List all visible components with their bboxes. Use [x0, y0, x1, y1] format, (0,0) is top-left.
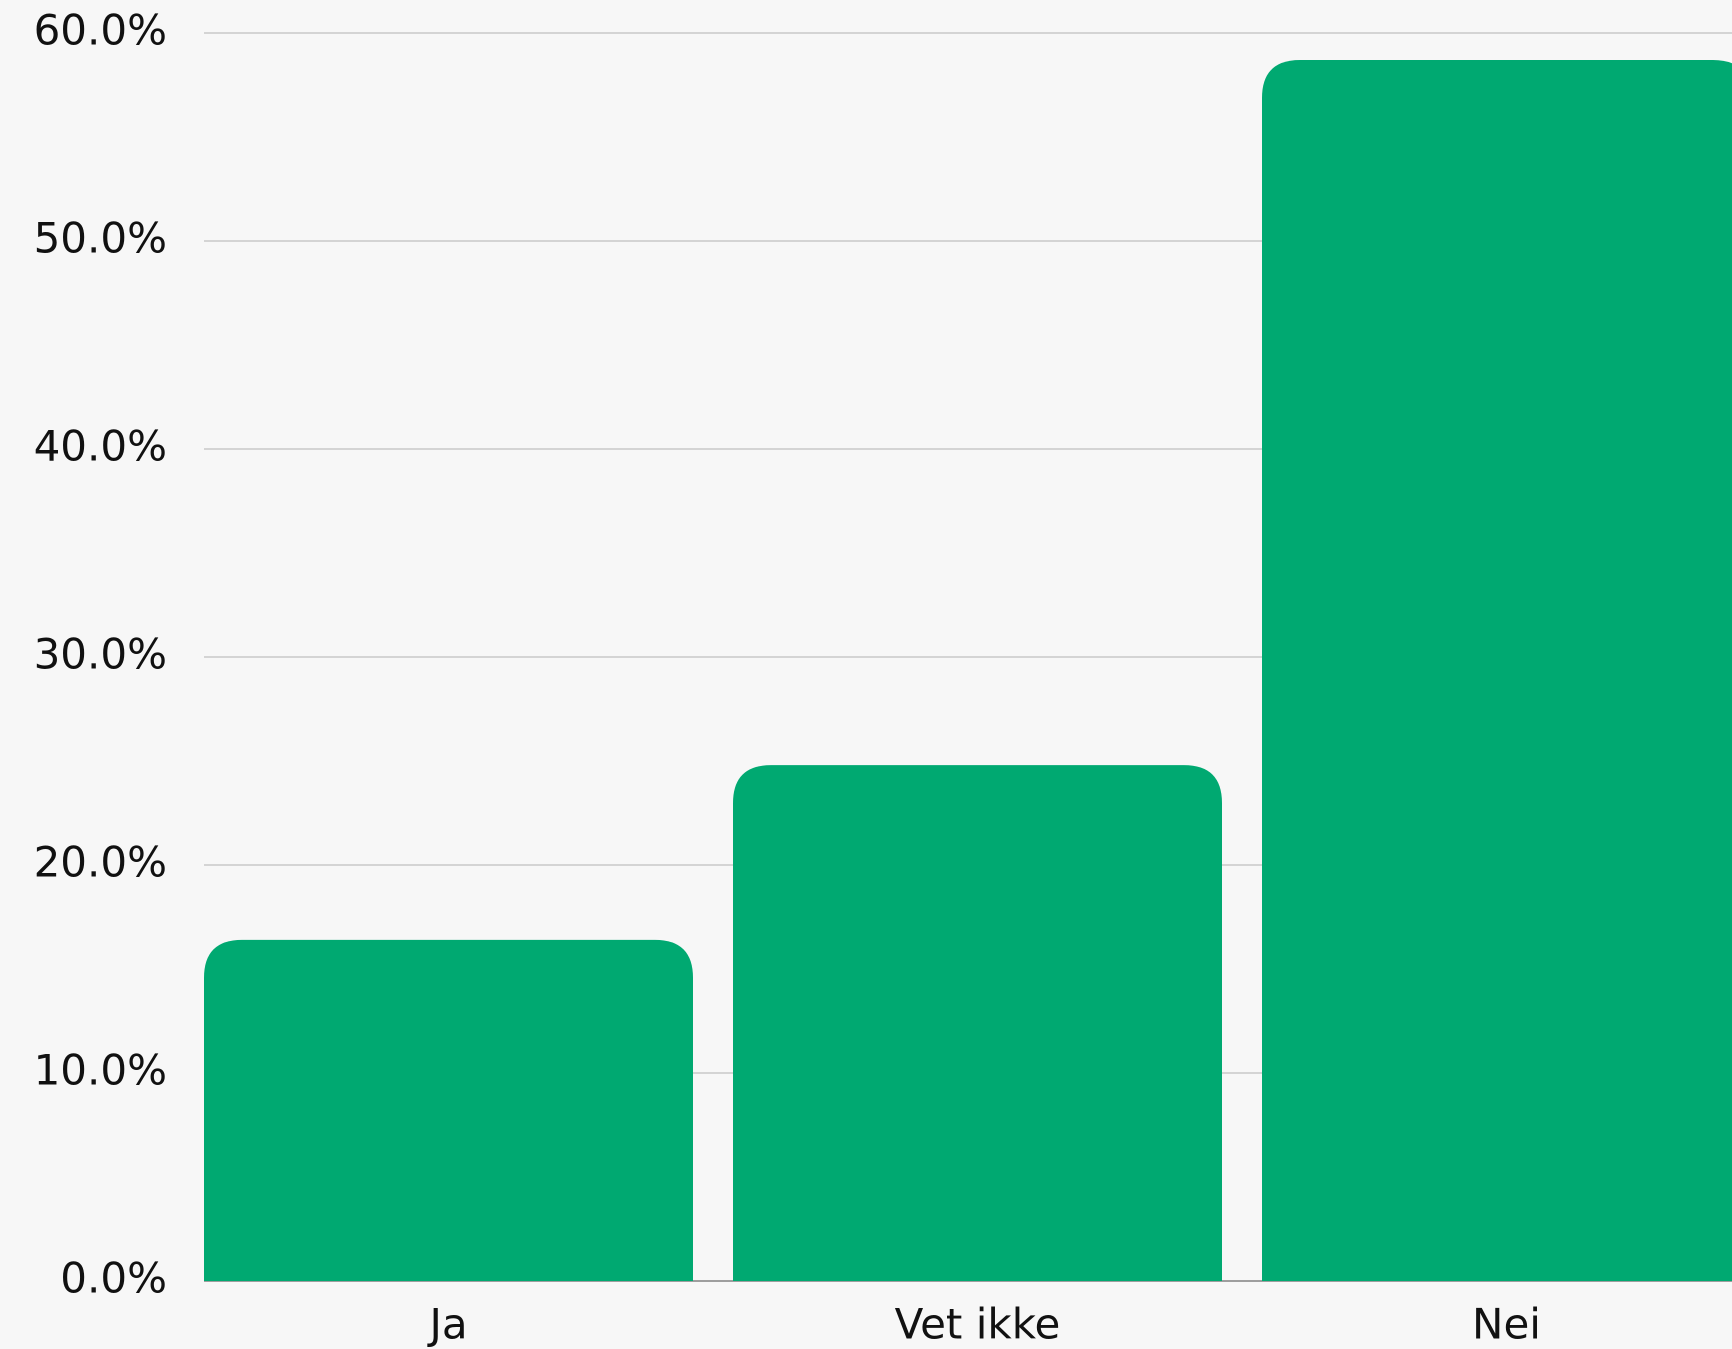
x-tick-label: Nei — [1472, 1300, 1541, 1349]
y-tick-label: 50.0% — [34, 214, 167, 263]
y-tick-label: 40.0% — [34, 422, 167, 471]
x-tick-label: Vet ikke — [895, 1300, 1061, 1349]
y-tick-label: 30.0% — [34, 630, 167, 679]
y-tick-label: 0.0% — [60, 1254, 167, 1303]
x-tick-label: Ja — [426, 1300, 467, 1349]
bar — [1262, 60, 1732, 1281]
bar — [733, 765, 1222, 1281]
y-tick-label: 60.0% — [34, 6, 167, 55]
y-tick-label: 20.0% — [34, 838, 167, 887]
y-tick-label: 10.0% — [34, 1046, 167, 1095]
bar — [204, 939, 693, 1281]
